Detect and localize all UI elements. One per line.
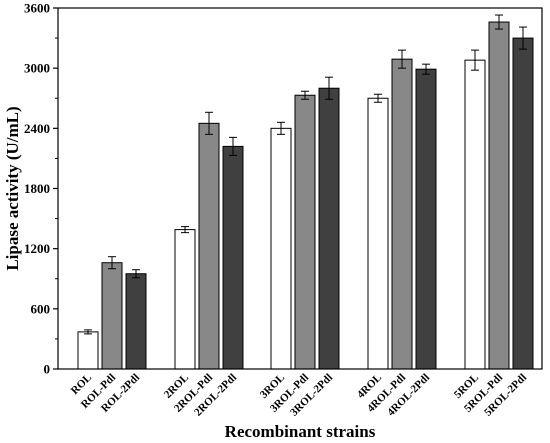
y-tick-label: 2400 bbox=[24, 121, 50, 136]
bar bbox=[464, 59, 486, 370]
bars-layer bbox=[77, 14, 534, 370]
y-tick-label: 1200 bbox=[24, 241, 50, 256]
y-tick-label: 0 bbox=[44, 362, 51, 377]
y-axis-ticks: 0 600 1200 1800 2400 3000 3600 bbox=[24, 1, 58, 377]
bar bbox=[488, 21, 510, 370]
bar bbox=[222, 145, 244, 370]
bar bbox=[391, 58, 413, 370]
bar bbox=[198, 122, 220, 370]
bar bbox=[415, 68, 437, 370]
bar bbox=[77, 331, 99, 370]
y-tick-label: 1800 bbox=[24, 181, 50, 196]
bar bbox=[125, 273, 147, 370]
y-tick-label: 3000 bbox=[24, 61, 50, 76]
bar bbox=[174, 229, 196, 370]
bar bbox=[318, 87, 340, 370]
bar bbox=[294, 94, 316, 370]
plot-frame bbox=[57, 7, 543, 370]
y-tick-label: 3600 bbox=[24, 1, 50, 16]
bar bbox=[270, 127, 292, 370]
x-axis-title: Recombinant strains bbox=[225, 422, 376, 441]
bar bbox=[367, 97, 389, 370]
bar bbox=[101, 262, 123, 370]
bar bbox=[512, 37, 534, 370]
y-tick-label: 600 bbox=[31, 301, 51, 316]
y-axis-title: Lipase activity (U/mL) bbox=[3, 106, 22, 270]
